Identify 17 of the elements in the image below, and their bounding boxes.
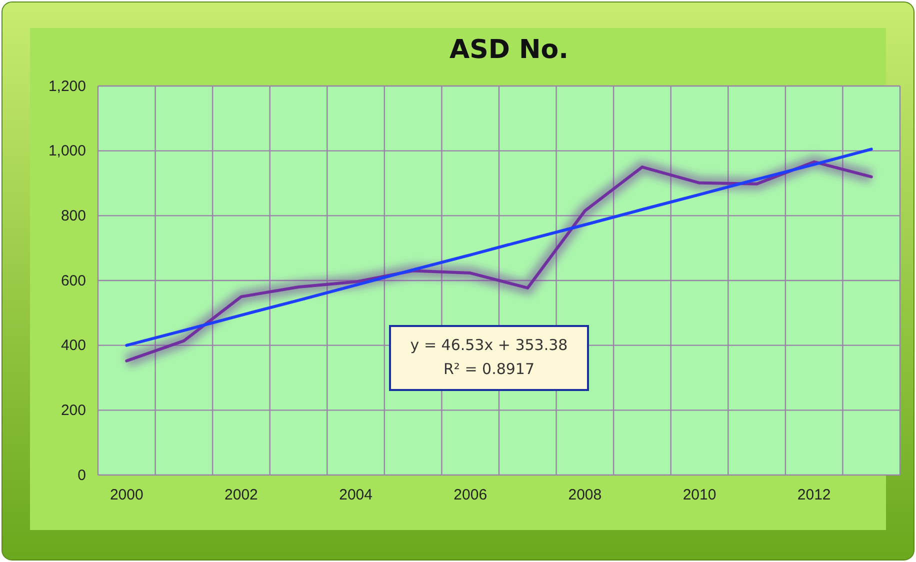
- y-tick-label: 200: [60, 402, 86, 419]
- x-tick-label: 2006: [454, 486, 488, 504]
- annotation: y = 46.53x + 353.38: [410, 336, 568, 354]
- x-tick-label: 2004: [339, 486, 372, 504]
- y-tick-label: 800: [60, 207, 86, 224]
- x-tick-label: 2000: [110, 486, 144, 504]
- y-tick-label: 600: [60, 272, 86, 290]
- y-tick-label: 1,200: [48, 78, 86, 95]
- x-tick-label: 2008: [568, 486, 602, 504]
- x-tick-label: 2012: [797, 486, 831, 504]
- x-tick-label: 2010: [682, 486, 716, 504]
- chart-title: ASD No.: [450, 35, 568, 65]
- annotation: R² = 0.8917: [443, 360, 535, 378]
- y-tick-label: 400: [60, 337, 86, 354]
- x-tick-label: 2002: [224, 486, 258, 504]
- y-tick-label: 0: [78, 466, 86, 484]
- y-tick-label: 1,000: [48, 142, 86, 160]
